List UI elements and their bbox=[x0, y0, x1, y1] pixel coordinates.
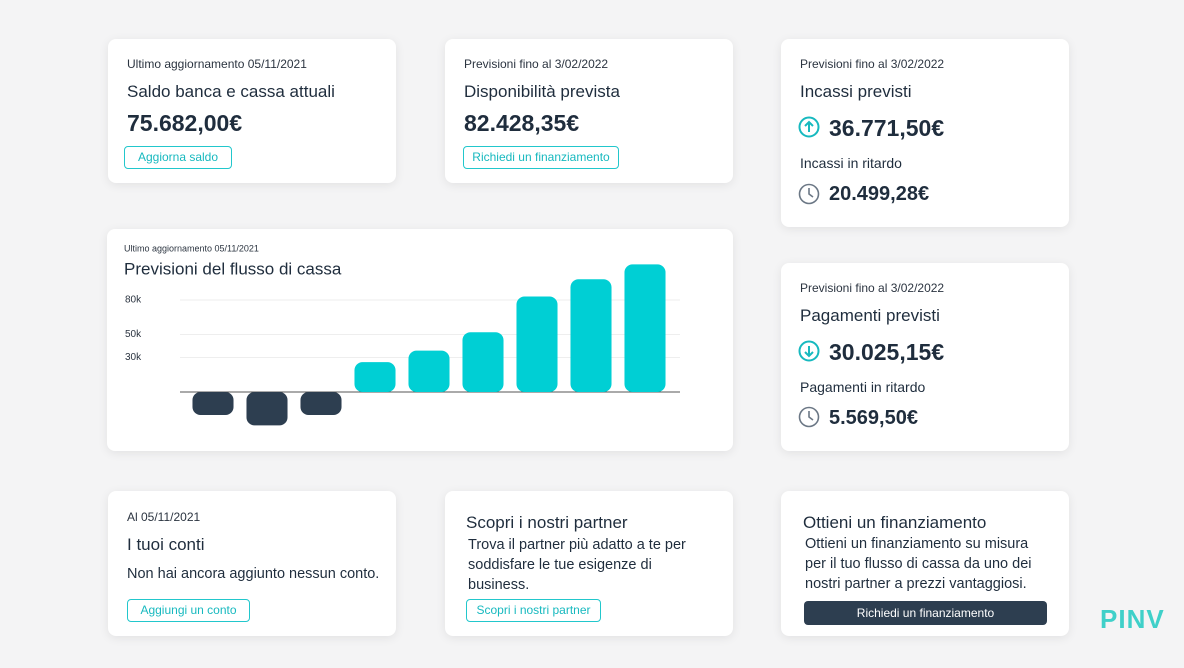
amount: 36.771,50€ bbox=[829, 115, 945, 141]
y-tick-label: 50k bbox=[125, 329, 142, 340]
y-tick-label: 80k bbox=[125, 295, 142, 306]
amount: 75.682,00€ bbox=[127, 110, 243, 136]
note: Al 05/11/2021 bbox=[127, 510, 201, 524]
late-amount: 20.499,28€ bbox=[829, 183, 930, 205]
chart-card: Ultimo aggiornamento 05/11/2021 Previsio… bbox=[107, 229, 733, 451]
clock-icon bbox=[798, 183, 820, 205]
arrow-down-icon bbox=[798, 340, 820, 362]
financing-card: Ottieni un finanziamento Ottieni un fina… bbox=[781, 491, 1069, 636]
note: Previsioni fino al 3/02/2022 bbox=[800, 57, 945, 71]
amount: 82.428,35€ bbox=[464, 110, 580, 136]
bar bbox=[516, 296, 558, 392]
note: Ultimo aggiornamento 05/11/2021 bbox=[127, 57, 307, 71]
y-tick-label: 30k bbox=[125, 352, 142, 363]
bar bbox=[300, 392, 342, 415]
card-title: Ottieni un finanziamento bbox=[803, 513, 987, 532]
payments-card: Previsioni fino al 3/02/2022 Pagamenti p… bbox=[781, 263, 1069, 451]
note: Previsioni fino al 3/02/2022 bbox=[800, 281, 945, 295]
card-title: Pagamenti previsti bbox=[800, 306, 940, 325]
card-title: Incassi previsti bbox=[800, 82, 912, 101]
bar bbox=[192, 392, 234, 415]
note: Previsioni fino al 3/02/2022 bbox=[464, 57, 609, 71]
chart-note: Ultimo aggiornamento 05/11/2021 bbox=[124, 243, 259, 253]
incoming-card: Previsioni fino al 3/02/2022 Incassi pre… bbox=[781, 39, 1069, 227]
card-title: Saldo banca e cassa attuali bbox=[127, 82, 335, 101]
bar bbox=[246, 392, 288, 426]
clock-icon bbox=[798, 406, 820, 428]
text: Ottieni un finanziamento su misura per i… bbox=[805, 536, 1032, 592]
chart-title: Previsioni del flusso di cassa bbox=[124, 259, 342, 278]
text: Trova il partner più adatto a te per sod… bbox=[468, 537, 686, 593]
bar bbox=[624, 264, 666, 392]
bar bbox=[570, 279, 612, 392]
balance-card: Ultimo aggiornamento 05/11/2021 Saldo ba… bbox=[108, 39, 396, 183]
accounts-card: Al 05/11/2021 I tuoi conti Non hai ancor… bbox=[108, 491, 396, 636]
card-title: Scopri i nostri partner bbox=[466, 513, 628, 532]
button[interactable]: Scopri i nostri partner bbox=[466, 599, 601, 622]
bar bbox=[462, 332, 504, 392]
button[interactable]: Aggiorna saldo bbox=[124, 146, 232, 169]
brand-logo: PINV bbox=[1100, 604, 1165, 634]
partners-card: Scopri i nostri partner Trova il partner… bbox=[445, 491, 733, 636]
arrow-up-icon bbox=[798, 116, 820, 138]
card-title: Disponibilità prevista bbox=[464, 82, 620, 101]
late-amount: 5.569,50€ bbox=[829, 407, 918, 429]
button[interactable]: Richiedi un finanziamento bbox=[463, 146, 619, 169]
amount: 30.025,15€ bbox=[829, 339, 945, 365]
late-title: Pagamenti in ritardo bbox=[800, 379, 926, 395]
chart: Ultimo aggiornamento 05/11/2021 Previsio… bbox=[124, 243, 680, 426]
late-title: Incassi in ritardo bbox=[800, 155, 902, 171]
bar bbox=[354, 362, 396, 392]
button[interactable]: Aggiungi un conto bbox=[127, 599, 250, 622]
card-title: I tuoi conti bbox=[127, 535, 205, 554]
bar bbox=[408, 350, 450, 392]
button[interactable]: Richiedi un finanziamento bbox=[804, 601, 1047, 625]
text: Non hai ancora aggiunto nessun conto. bbox=[127, 566, 380, 582]
availability-card: Previsioni fino al 3/02/2022 Disponibili… bbox=[445, 39, 733, 183]
